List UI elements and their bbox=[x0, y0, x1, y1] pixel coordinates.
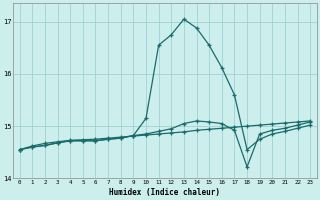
X-axis label: Humidex (Indice chaleur): Humidex (Indice chaleur) bbox=[109, 188, 220, 197]
